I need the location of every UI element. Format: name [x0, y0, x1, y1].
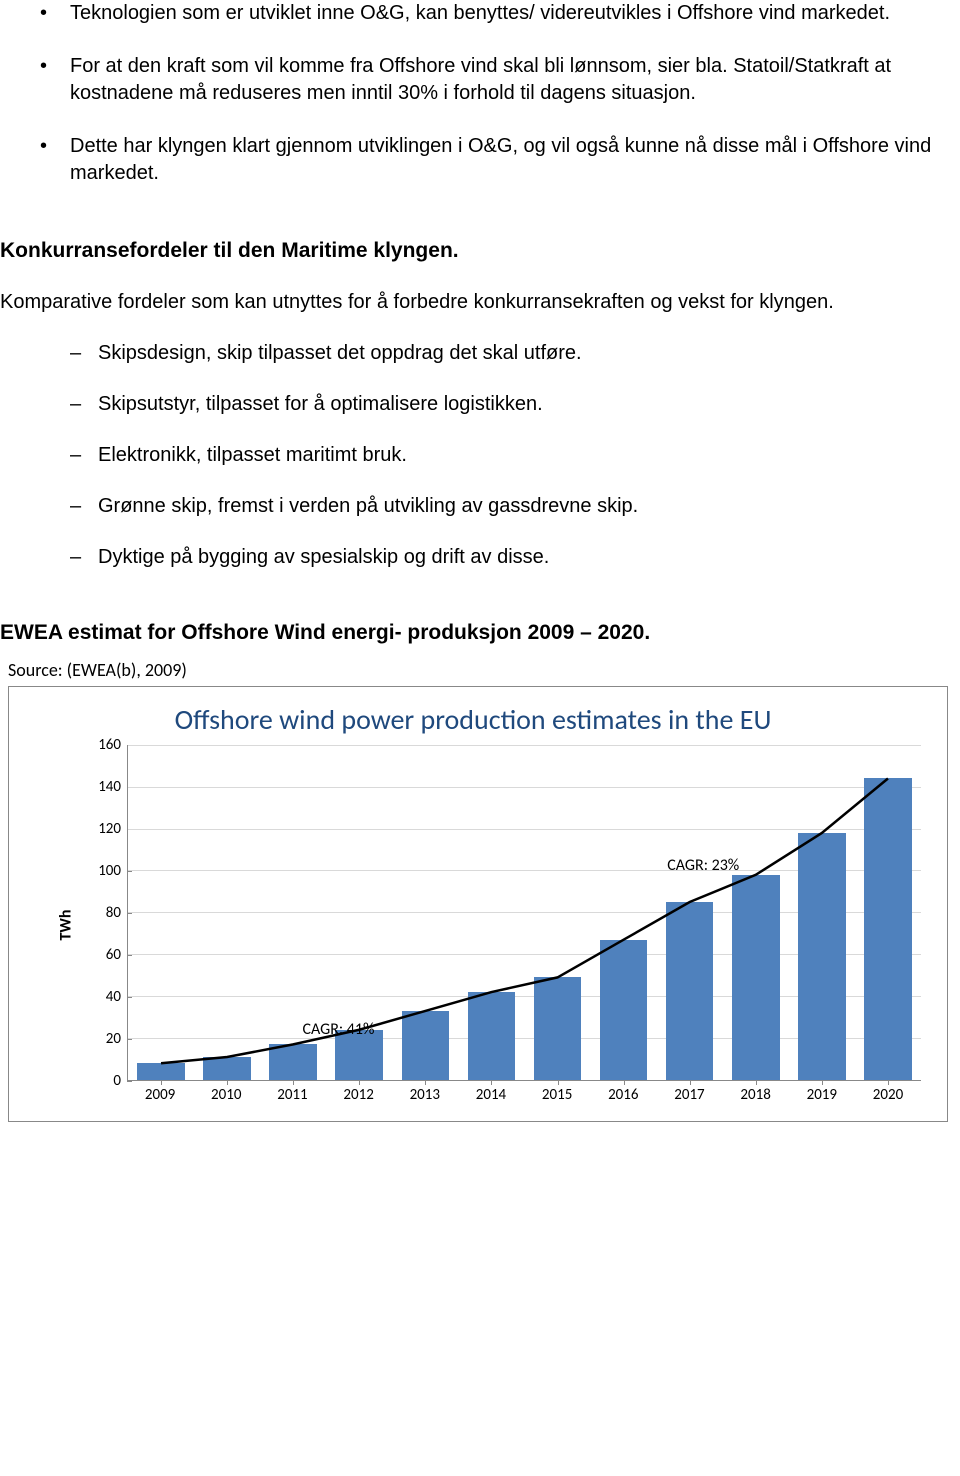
y-tick-label: 60 — [106, 945, 121, 965]
chart-x-labels: 2009201020112012201320142015201620172018… — [127, 1081, 921, 1105]
list-item: Skipsdesign, skip tilpasset det oppdrag … — [0, 340, 940, 367]
x-tick-label: 2018 — [723, 1081, 789, 1105]
x-tick-label: 2011 — [259, 1081, 325, 1105]
x-tick-label: 2010 — [193, 1081, 259, 1105]
chart-bar — [269, 1044, 317, 1080]
bullet-text: For at den kraft som vil komme fra Offsh… — [70, 55, 891, 104]
chart-plot: TWh 020406080100120140160 CAGR: 41%CAGR:… — [49, 745, 927, 1105]
y-tick-label: 120 — [98, 819, 121, 839]
x-tick-label: 2017 — [656, 1081, 722, 1105]
dash-bullet-list: Skipsdesign, skip tilpasset det oppdrag … — [0, 340, 940, 571]
chart-annotation: CAGR: 23% — [667, 855, 739, 877]
chart-annotation: CAGR: 41% — [302, 1019, 374, 1041]
chart-bar — [666, 902, 714, 1080]
bullet-text: Skipsdesign, skip tilpasset det oppdrag … — [98, 342, 582, 364]
chart-y-label: TWh — [56, 909, 78, 940]
list-item: Dyktige på bygging av spesialskip og dri… — [0, 544, 940, 571]
y-tick-label: 40 — [106, 987, 121, 1007]
chart-bar — [864, 778, 912, 1080]
bullet-text: Dette har klyngen klart gjennom utviklin… — [70, 135, 931, 184]
section-heading-2: EWEA estimat for Offshore Wind energi- p… — [0, 619, 940, 647]
source-citation: Source: (EWEA(b), 2009) — [8, 658, 940, 682]
list-item: Elektronikk, tilpasset maritimt bruk. — [0, 442, 940, 469]
x-tick-label: 2012 — [326, 1081, 392, 1105]
chart-bar — [600, 940, 648, 1080]
x-tick-label: 2013 — [392, 1081, 458, 1105]
list-item: Teknologien som er utviklet inne O&G, ka… — [0, 0, 940, 27]
bullet-text: Dyktige på bygging av spesialskip og dri… — [98, 546, 549, 568]
chart-y-axis: 020406080100120140160 — [83, 745, 127, 1081]
chart-container: Offshore wind power production estimates… — [8, 686, 948, 1122]
x-tick-label: 2014 — [458, 1081, 524, 1105]
list-item: For at den kraft som vil komme fra Offsh… — [0, 53, 940, 107]
section-heading-1: Konkurransefordeler til den Maritime kly… — [0, 237, 940, 265]
chart-title: Offshore wind power production estimates… — [19, 701, 927, 739]
chart-bar — [137, 1063, 185, 1080]
chart-bar — [732, 875, 780, 1080]
x-tick-label: 2020 — [855, 1081, 921, 1105]
x-tick-label: 2016 — [590, 1081, 656, 1105]
chart-bar — [798, 833, 846, 1080]
bullet-text: Elektronikk, tilpasset maritimt bruk. — [98, 444, 407, 466]
y-tick-label: 0 — [113, 1071, 121, 1091]
chart-bar — [534, 977, 582, 1080]
list-item: Dette har klyngen klart gjennom utviklin… — [0, 133, 940, 187]
y-tick-label: 20 — [106, 1029, 121, 1049]
x-tick-label: 2015 — [524, 1081, 590, 1105]
y-tick-label: 80 — [106, 903, 121, 923]
x-tick-label: 2019 — [789, 1081, 855, 1105]
chart-bar — [203, 1057, 251, 1080]
x-tick-label: 2009 — [127, 1081, 193, 1105]
top-bullet-list: Teknologien som er utviklet inne O&G, ka… — [0, 0, 940, 187]
y-tick-label: 100 — [98, 861, 121, 881]
bullet-text: Grønne skip, fremst i verden på utviklin… — [98, 495, 638, 517]
y-tick-label: 160 — [98, 735, 121, 755]
bullet-text: Teknologien som er utviklet inne O&G, ka… — [70, 2, 890, 24]
list-item: Skipsutstyr, tilpasset for å optimaliser… — [0, 391, 940, 418]
chart-bar — [468, 992, 516, 1080]
chart-bars — [128, 745, 921, 1080]
y-tick-label: 140 — [98, 777, 121, 797]
list-item: Grønne skip, fremst i verden på utviklin… — [0, 493, 940, 520]
chart-bar — [402, 1011, 450, 1080]
section-1-intro: Komparative fordeler som kan utnyttes fo… — [0, 289, 940, 316]
bullet-text: Skipsutstyr, tilpasset for å optimaliser… — [98, 393, 543, 415]
chart-grid: CAGR: 41% CAGR: 23% — [127, 745, 921, 1081]
